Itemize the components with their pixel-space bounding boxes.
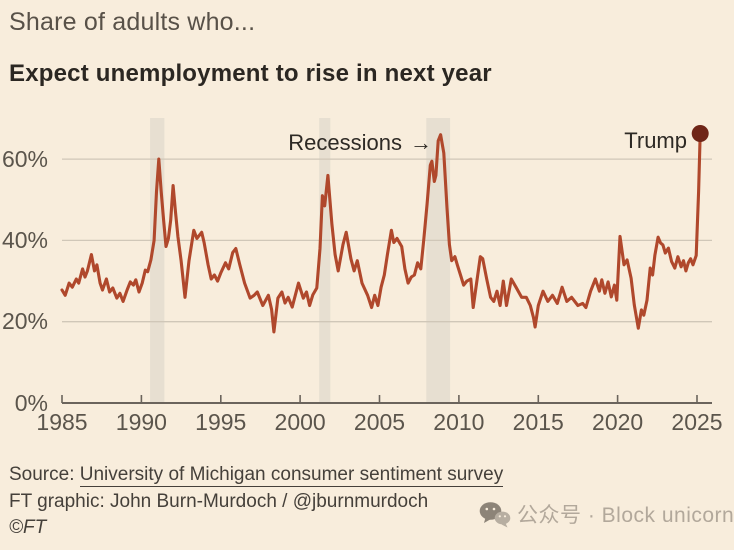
source-link[interactable]: University of Michigan consumer sentimen… xyxy=(79,464,504,487)
y-axis-label: 40% xyxy=(1,226,48,253)
x-axis-label: 2025 xyxy=(671,409,723,435)
x-axis-label: 2010 xyxy=(433,409,485,435)
end-point-dot xyxy=(691,125,709,142)
x-axis-label: 2015 xyxy=(512,409,564,435)
x-axis-label: 2020 xyxy=(592,409,644,435)
recession-band xyxy=(319,118,331,403)
chart-kicker: Share of adults who... xyxy=(9,8,256,36)
x-axis-label: 2005 xyxy=(353,409,406,435)
x-axis-label: 1985 xyxy=(36,409,88,435)
recessions-annotation-label: Recessions xyxy=(288,130,402,155)
recession-band xyxy=(426,118,451,403)
credit-line: FT graphic: John Burn-Murdoch / @jburnmu… xyxy=(9,491,429,512)
source-line: Source: University of Michigan consumer … xyxy=(9,464,504,487)
x-axis-label: 2000 xyxy=(274,409,326,435)
wechat-icon xyxy=(479,501,511,527)
y-axis-label: 0% xyxy=(14,389,48,416)
chart-title: Expect unemployment to rise in next year xyxy=(9,60,492,87)
x-axis-label: 1995 xyxy=(195,409,247,435)
right-arrow-icon: → xyxy=(410,130,432,155)
x-axis-label: 1990 xyxy=(115,409,167,435)
recessions-annotation: Recessions → xyxy=(288,130,432,156)
source-label: Source: xyxy=(9,464,75,485)
watermark-text: 公众号 · Block unicorn xyxy=(517,504,734,527)
trump-annotation: Trump xyxy=(624,128,687,153)
watermark: 公众号 · Block unicorn xyxy=(479,499,734,529)
y-axis-label: 60% xyxy=(1,145,48,172)
copyright-label: ©FT xyxy=(9,517,47,538)
y-axis-label: 20% xyxy=(1,308,48,335)
data-line xyxy=(60,131,702,334)
